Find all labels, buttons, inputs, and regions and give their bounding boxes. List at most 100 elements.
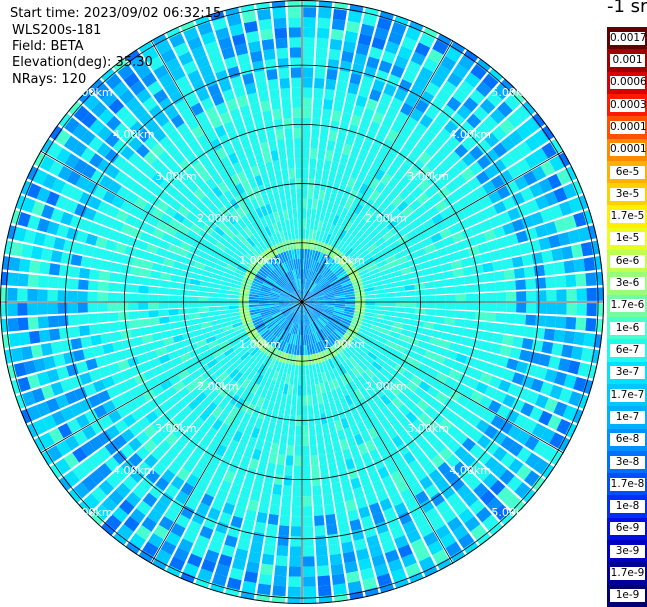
ray-gate <box>430 232 443 243</box>
ray-gate <box>202 207 215 219</box>
colorbar-tick-label: 3e-9 <box>610 544 645 558</box>
ray-gate <box>46 221 60 236</box>
ray-gate <box>303 304 312 312</box>
ray-gate <box>344 308 355 313</box>
ray-gate <box>331 573 346 586</box>
ray-gate <box>136 88 152 104</box>
ray-gate <box>151 207 165 220</box>
ray-gate <box>368 364 379 375</box>
ray-gate <box>308 425 316 436</box>
ray-gate <box>229 225 240 236</box>
ray-gate <box>293 324 298 335</box>
ray-gate <box>334 90 346 103</box>
ray-gate <box>284 310 293 318</box>
ray-gate <box>408 131 422 145</box>
ray-gate <box>412 8 429 23</box>
ray-gate <box>581 412 596 429</box>
ray-gate <box>432 150 446 165</box>
ray-gate <box>252 480 263 492</box>
ray-gate <box>182 60 198 75</box>
ray-gate <box>224 534 238 548</box>
ray-gate <box>410 217 423 229</box>
ray-gate <box>567 360 581 375</box>
ray-gate <box>303 258 307 270</box>
ray-gate <box>302 516 313 527</box>
ray-gate <box>50 381 64 396</box>
ray-gate <box>573 211 587 228</box>
ray-gate <box>320 474 331 486</box>
ray-gate <box>381 138 394 151</box>
ray-gate <box>313 273 320 283</box>
ray-gate <box>456 484 472 500</box>
ray-gate <box>262 264 272 273</box>
ray-gate <box>375 102 389 116</box>
ray-gate <box>307 280 313 291</box>
ray-gate <box>425 158 439 172</box>
ray-gate <box>513 325 526 337</box>
ray-gate <box>423 321 435 330</box>
ray-gate <box>285 272 292 282</box>
ray-gate <box>312 364 317 375</box>
ray-gate <box>362 483 375 497</box>
ray-gate <box>239 158 250 171</box>
ray-gate <box>367 165 379 178</box>
ray-gate <box>238 295 249 299</box>
ray-gate <box>208 540 223 554</box>
ray-gate <box>506 475 523 492</box>
ray-gate <box>340 174 350 187</box>
ray-gate <box>240 315 252 322</box>
ray-gate <box>386 164 398 178</box>
ray-gate <box>382 0 399 12</box>
ray-gate <box>239 433 250 446</box>
ray-gate <box>27 405 42 421</box>
ray-gate <box>220 280 231 287</box>
ray-gate <box>326 68 338 81</box>
ray-gate <box>276 316 285 325</box>
ray-gate <box>493 365 506 379</box>
ray-gate <box>288 17 301 28</box>
ray-gate <box>80 441 96 457</box>
ray-gate <box>345 134 356 146</box>
ray-gate <box>428 469 443 484</box>
ray-gate <box>190 273 202 281</box>
ray-gate <box>465 191 479 205</box>
ray-gate <box>179 352 192 363</box>
ray-gate <box>283 118 293 129</box>
ray-gate <box>342 283 353 289</box>
ray-gate <box>317 17 331 29</box>
ray-gate <box>368 46 383 60</box>
ray-gate <box>383 344 395 354</box>
ray-gate <box>334 398 343 410</box>
ray-gate <box>57 165 73 181</box>
ray-gate <box>291 270 296 281</box>
ray-gate <box>390 470 404 484</box>
ray-gate <box>576 303 587 316</box>
ray-gate <box>260 387 269 399</box>
ray-gate <box>466 377 480 390</box>
ray-gate <box>340 385 349 397</box>
ray-gate <box>108 321 120 332</box>
ray-gate <box>414 42 431 57</box>
ray-gate <box>450 476 465 492</box>
ray-gate <box>334 297 346 301</box>
ray-gate <box>350 146 361 159</box>
ray-gate <box>391 195 404 207</box>
ray-gate <box>328 247 337 258</box>
ray-gate <box>372 435 384 448</box>
ray-gate <box>21 441 38 459</box>
ray-gate <box>344 383 354 395</box>
ray-gate <box>243 445 254 458</box>
ray-gate <box>198 286 210 292</box>
ray-gate <box>404 473 419 488</box>
ray-gate <box>278 264 286 275</box>
ray-gate <box>252 317 263 324</box>
ray-gate <box>60 406 75 422</box>
ray-gate <box>219 134 231 147</box>
ray-gate <box>412 241 425 252</box>
ray-gate <box>273 17 287 29</box>
ray-gate <box>7 303 18 317</box>
ray-gate <box>389 331 401 339</box>
ray-gate <box>259 268 269 277</box>
ray-gate <box>405 307 416 314</box>
ray-gate <box>204 41 220 55</box>
